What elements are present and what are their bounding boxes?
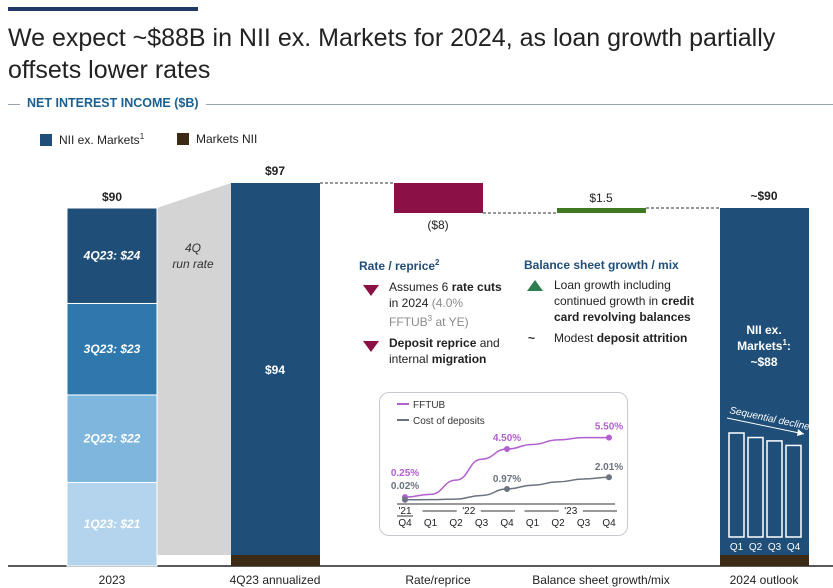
bar-2023: 1Q23: $21 2Q23: $22 3Q23: $23 4Q23: $24 — [66, 207, 158, 567]
inset-x-tick: Q3 — [577, 518, 591, 529]
bs-growth-heading: Balance sheet growth / mix — [524, 258, 679, 272]
inset-x-tick: Q4 — [398, 518, 412, 529]
category-label-bs-growth: Balance sheet growth/mix — [532, 573, 669, 587]
sequential-bar — [766, 440, 783, 538]
run-rate-label-line1: 4Q — [185, 241, 201, 255]
legend-swatch-markets-nii — [177, 133, 189, 145]
loan-up-triangle-icon — [527, 280, 543, 291]
rate-down-triangle-icon — [363, 285, 379, 296]
legend-item-nii-ex-markets: NII ex. Markets1 — [40, 132, 144, 147]
bs-growth-bullet-2: Modest deposit attrition — [554, 331, 688, 345]
inset-x-tick: Q4 — [602, 518, 616, 529]
bar-4q23-nii-ex-markets — [231, 183, 320, 555]
legend-label-nii-ex-markets: NII ex. Markets — [59, 133, 140, 147]
bar-2024-inner-line1: NII ex. — [746, 323, 781, 337]
deposit-down-triangle-icon — [363, 341, 379, 352]
bar-2023-segment-label: 3Q23: $23 — [84, 342, 141, 356]
legend-swatch-nii-ex-markets — [40, 133, 52, 146]
sequential-bar — [785, 444, 802, 538]
bar-4q23-markets-nii — [231, 555, 320, 566]
inset-data-point — [606, 434, 612, 441]
section-divider — [8, 104, 833, 105]
sequential-quarter-label: Q2 — [749, 542, 763, 553]
bar-2023-segment — [66, 302, 158, 396]
category-label-2023: 2023 — [99, 573, 126, 587]
bar-2023-segment-label: 4Q23: $24 — [83, 249, 141, 263]
run-rate-label-line2: run rate — [172, 257, 214, 271]
inset-year-label: '21 — [398, 506, 411, 517]
sequential-quarter-label: Q3 — [768, 542, 782, 553]
legend-item-markets-nii: Markets NII — [177, 132, 257, 146]
rates-inset-chart-frame — [379, 392, 628, 536]
bar-2024-total-label: ~$90 — [750, 189, 777, 203]
bar-4q23-total-label: $97 — [265, 164, 285, 178]
legend-sup: 1 — [139, 132, 145, 141]
inset-x-tick: Q1 — [526, 518, 540, 529]
category-label-rate-reprice: Rate/reprice — [405, 573, 471, 587]
bar-bs-growth — [557, 208, 646, 213]
inset-x-tick: Q1 — [424, 518, 438, 529]
sequential-quarter-label: Q4 — [787, 542, 801, 553]
inset-legend-cod: Cost of deposits — [413, 416, 485, 427]
tilde-icon: ~ — [528, 331, 536, 345]
top-accent-bar — [8, 7, 198, 11]
bar-rate-reprice — [394, 183, 483, 213]
sequential-bars — [728, 432, 802, 538]
category-label-2024-outlook: 2024 outlook — [730, 573, 800, 587]
inset-data-label: 5.50% — [595, 422, 623, 433]
inset-data-point — [504, 486, 510, 493]
inset-series: 0.25% 4.50% 5.50% 0.02% 0.97% 2.01% — [391, 422, 623, 503]
rate-reprice-heading: Rate / reprice2 — [359, 258, 440, 273]
sequential-quarter-label: Q1 — [730, 542, 744, 553]
run-rate-projection — [157, 183, 231, 555]
rates-inset-chart: FFTUB Cost of deposits 0.25%4.50%5.50%0.… — [391, 400, 623, 529]
inset-x-tick: Q3 — [475, 518, 489, 529]
inset-data-point — [606, 474, 612, 481]
inset-x-tick: Q2 — [449, 518, 463, 529]
sequential-quarter-labels: Q1 Q2 Q3 Q4 — [730, 542, 801, 553]
inset-x-tick: Q4 — [500, 518, 514, 529]
inset-x-axis: Q4 Q1 Q2 Q3 Q4 Q1 Q2 Q3 Q4'21'22'23 — [397, 503, 617, 529]
inset-data-label: 0.25% — [391, 468, 419, 479]
bar-2024-inner-line3: ~$88 — [750, 355, 777, 369]
bar-rate-reprice-label: ($8) — [427, 218, 448, 232]
rate-reprice-bullet-2: Deposit reprice and internal migration — [389, 336, 500, 366]
page-title: We expect ~$88B in NII ex. Markets for 2… — [8, 24, 776, 84]
bar-2023-segment-label: 2Q23: $22 — [83, 432, 141, 446]
section-label: NET INTEREST INCOME ($B) — [20, 96, 206, 110]
inset-legend-fftub: FFTUB — [413, 400, 446, 411]
sequential-decline-arrowhead — [797, 429, 804, 436]
bar-2024-inner-line2: Markets1: — [737, 338, 791, 353]
bar-4q23-nii-label: $94 — [265, 363, 285, 377]
inset-x-tick: Q2 — [551, 518, 565, 529]
bar-2023-segment — [66, 207, 158, 304]
sequential-decline-arrow — [726, 417, 805, 435]
bs-growth-bullet-1: Loan growth including continued growth i… — [554, 278, 695, 324]
inset-data-label: 0.97% — [493, 474, 521, 485]
rate-reprice-bullet-1: Assumes 6 rate cuts in 2024 (4.0% FFTUB3… — [389, 280, 502, 329]
bar-2023-segment-label: 1Q23: $21 — [84, 517, 141, 531]
inset-year-label: '23 — [564, 506, 577, 517]
inset-data-label: 2.01% — [595, 462, 623, 473]
bar-2024-markets-nii — [720, 555, 809, 566]
bar-bs-growth-label: $1.5 — [589, 191, 613, 205]
inset-data-label: 4.50% — [493, 433, 521, 444]
bar-2023-segment — [66, 481, 158, 567]
sequential-bar — [728, 432, 745, 538]
inset-data-label: 0.02% — [391, 481, 419, 492]
inset-data-point — [504, 446, 510, 452]
legend-label-markets-nii: Markets NII — [196, 132, 258, 146]
bar-2023-segment — [66, 394, 158, 483]
inset-year-label: '22 — [462, 506, 475, 517]
category-label-4q23: 4Q23 annualized — [230, 573, 321, 587]
inset-data-point — [402, 496, 408, 503]
sequential-bar — [747, 436, 764, 538]
bar-2023-total-label: $90 — [102, 190, 122, 204]
